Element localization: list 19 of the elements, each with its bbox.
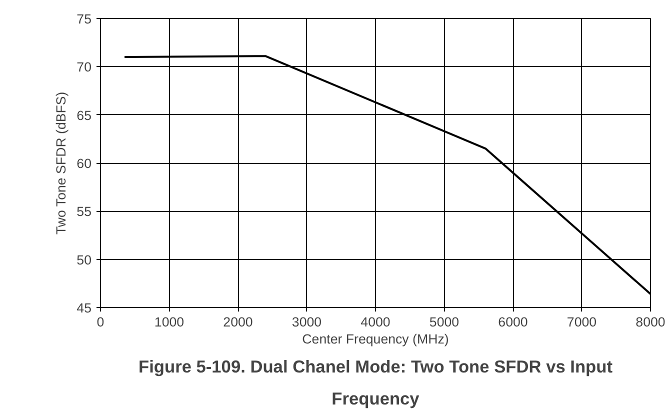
y-tick-label: 60: [76, 156, 92, 171]
y-tick-label: 55: [76, 204, 92, 220]
y-tick-label: 75: [76, 12, 92, 26]
x-axis-title: Center Frequency (MHz): [302, 332, 449, 346]
text: Figure 5-109. Dual Chanel Mode: Two Tone SFDR vs Input Frequency: [138, 356, 613, 408]
y-tick-label: 50: [76, 252, 92, 268]
y-tick-label: 45: [76, 300, 92, 316]
x-tick-label: 3000: [292, 314, 322, 330]
y-tick-label: 65: [76, 108, 92, 123]
y-axis-title: Two Tone SFDR (dBFS): [54, 92, 69, 234]
x-tick-label: 7000: [566, 314, 597, 330]
x-tick-label: 2000: [223, 314, 253, 330]
x-tick-label: 0: [96, 314, 104, 330]
x-tick-label: 1000: [154, 314, 184, 330]
x-tick-label: 6000: [498, 314, 528, 330]
x-tick-label: 5000: [429, 314, 460, 330]
x-tick-label: 8000: [636, 314, 665, 330]
x-tick-label: 4000: [360, 314, 390, 330]
y-tick-label: 70: [76, 60, 92, 75]
